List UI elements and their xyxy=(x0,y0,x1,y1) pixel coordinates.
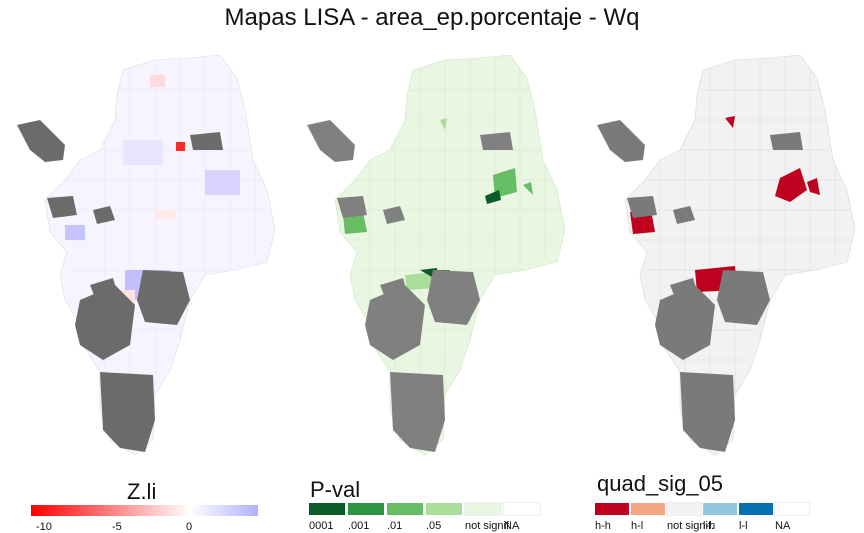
quad-legend-swatch xyxy=(666,502,702,516)
pval-legend-swatch xyxy=(426,503,462,515)
pval-legend-swatch xyxy=(464,502,502,516)
pval-legend-label: not signif. xyxy=(465,520,513,532)
quad-legend-label: h-l xyxy=(631,520,644,532)
quad-map xyxy=(597,55,856,456)
pval-legend-label: 0001 xyxy=(309,520,334,532)
zli-legend-title: Z.li xyxy=(127,479,157,504)
pval-legend-swatch xyxy=(503,502,541,516)
pval-legend-swatch xyxy=(309,503,345,515)
pval-legend-swatch xyxy=(348,503,384,515)
page-title: Mapas LISA - area_ep.porcentaje - Wq xyxy=(224,4,640,31)
zli-tick: -10 xyxy=(36,521,52,533)
p-val-map xyxy=(307,55,566,456)
quad-legend-label: NA xyxy=(775,520,791,532)
pval-legend-title: P-val xyxy=(310,477,361,502)
zli-tick: -5 xyxy=(112,521,122,533)
maps-panel xyxy=(17,55,856,456)
z-li-map xyxy=(17,55,276,456)
pval-legend-label: .001 xyxy=(348,520,370,532)
quad-legend-swatch xyxy=(739,503,773,515)
quad-legend-swatch xyxy=(595,503,629,515)
hotspot-cell xyxy=(176,142,185,151)
quad-legend-swatch xyxy=(774,502,810,516)
zli-tick: 0 xyxy=(186,521,193,533)
quad-legend-label: h-h xyxy=(595,520,611,532)
quad-legend-label: l-h xyxy=(703,520,716,532)
pval-legend-label: .01 xyxy=(387,520,403,532)
pval-legend-label: NA xyxy=(504,520,520,532)
quad-legend-swatch xyxy=(631,503,665,515)
pval-legend-label: .05 xyxy=(426,520,442,532)
quad-legend-label: not signif. xyxy=(667,520,715,532)
quad-legend-label: l-l xyxy=(739,520,748,532)
quad-legend-swatch xyxy=(703,503,737,515)
zli-gradient-bar xyxy=(31,505,258,516)
quad-legend-title: quad_sig_05 xyxy=(597,471,724,496)
pval-legend-swatch xyxy=(387,503,423,515)
